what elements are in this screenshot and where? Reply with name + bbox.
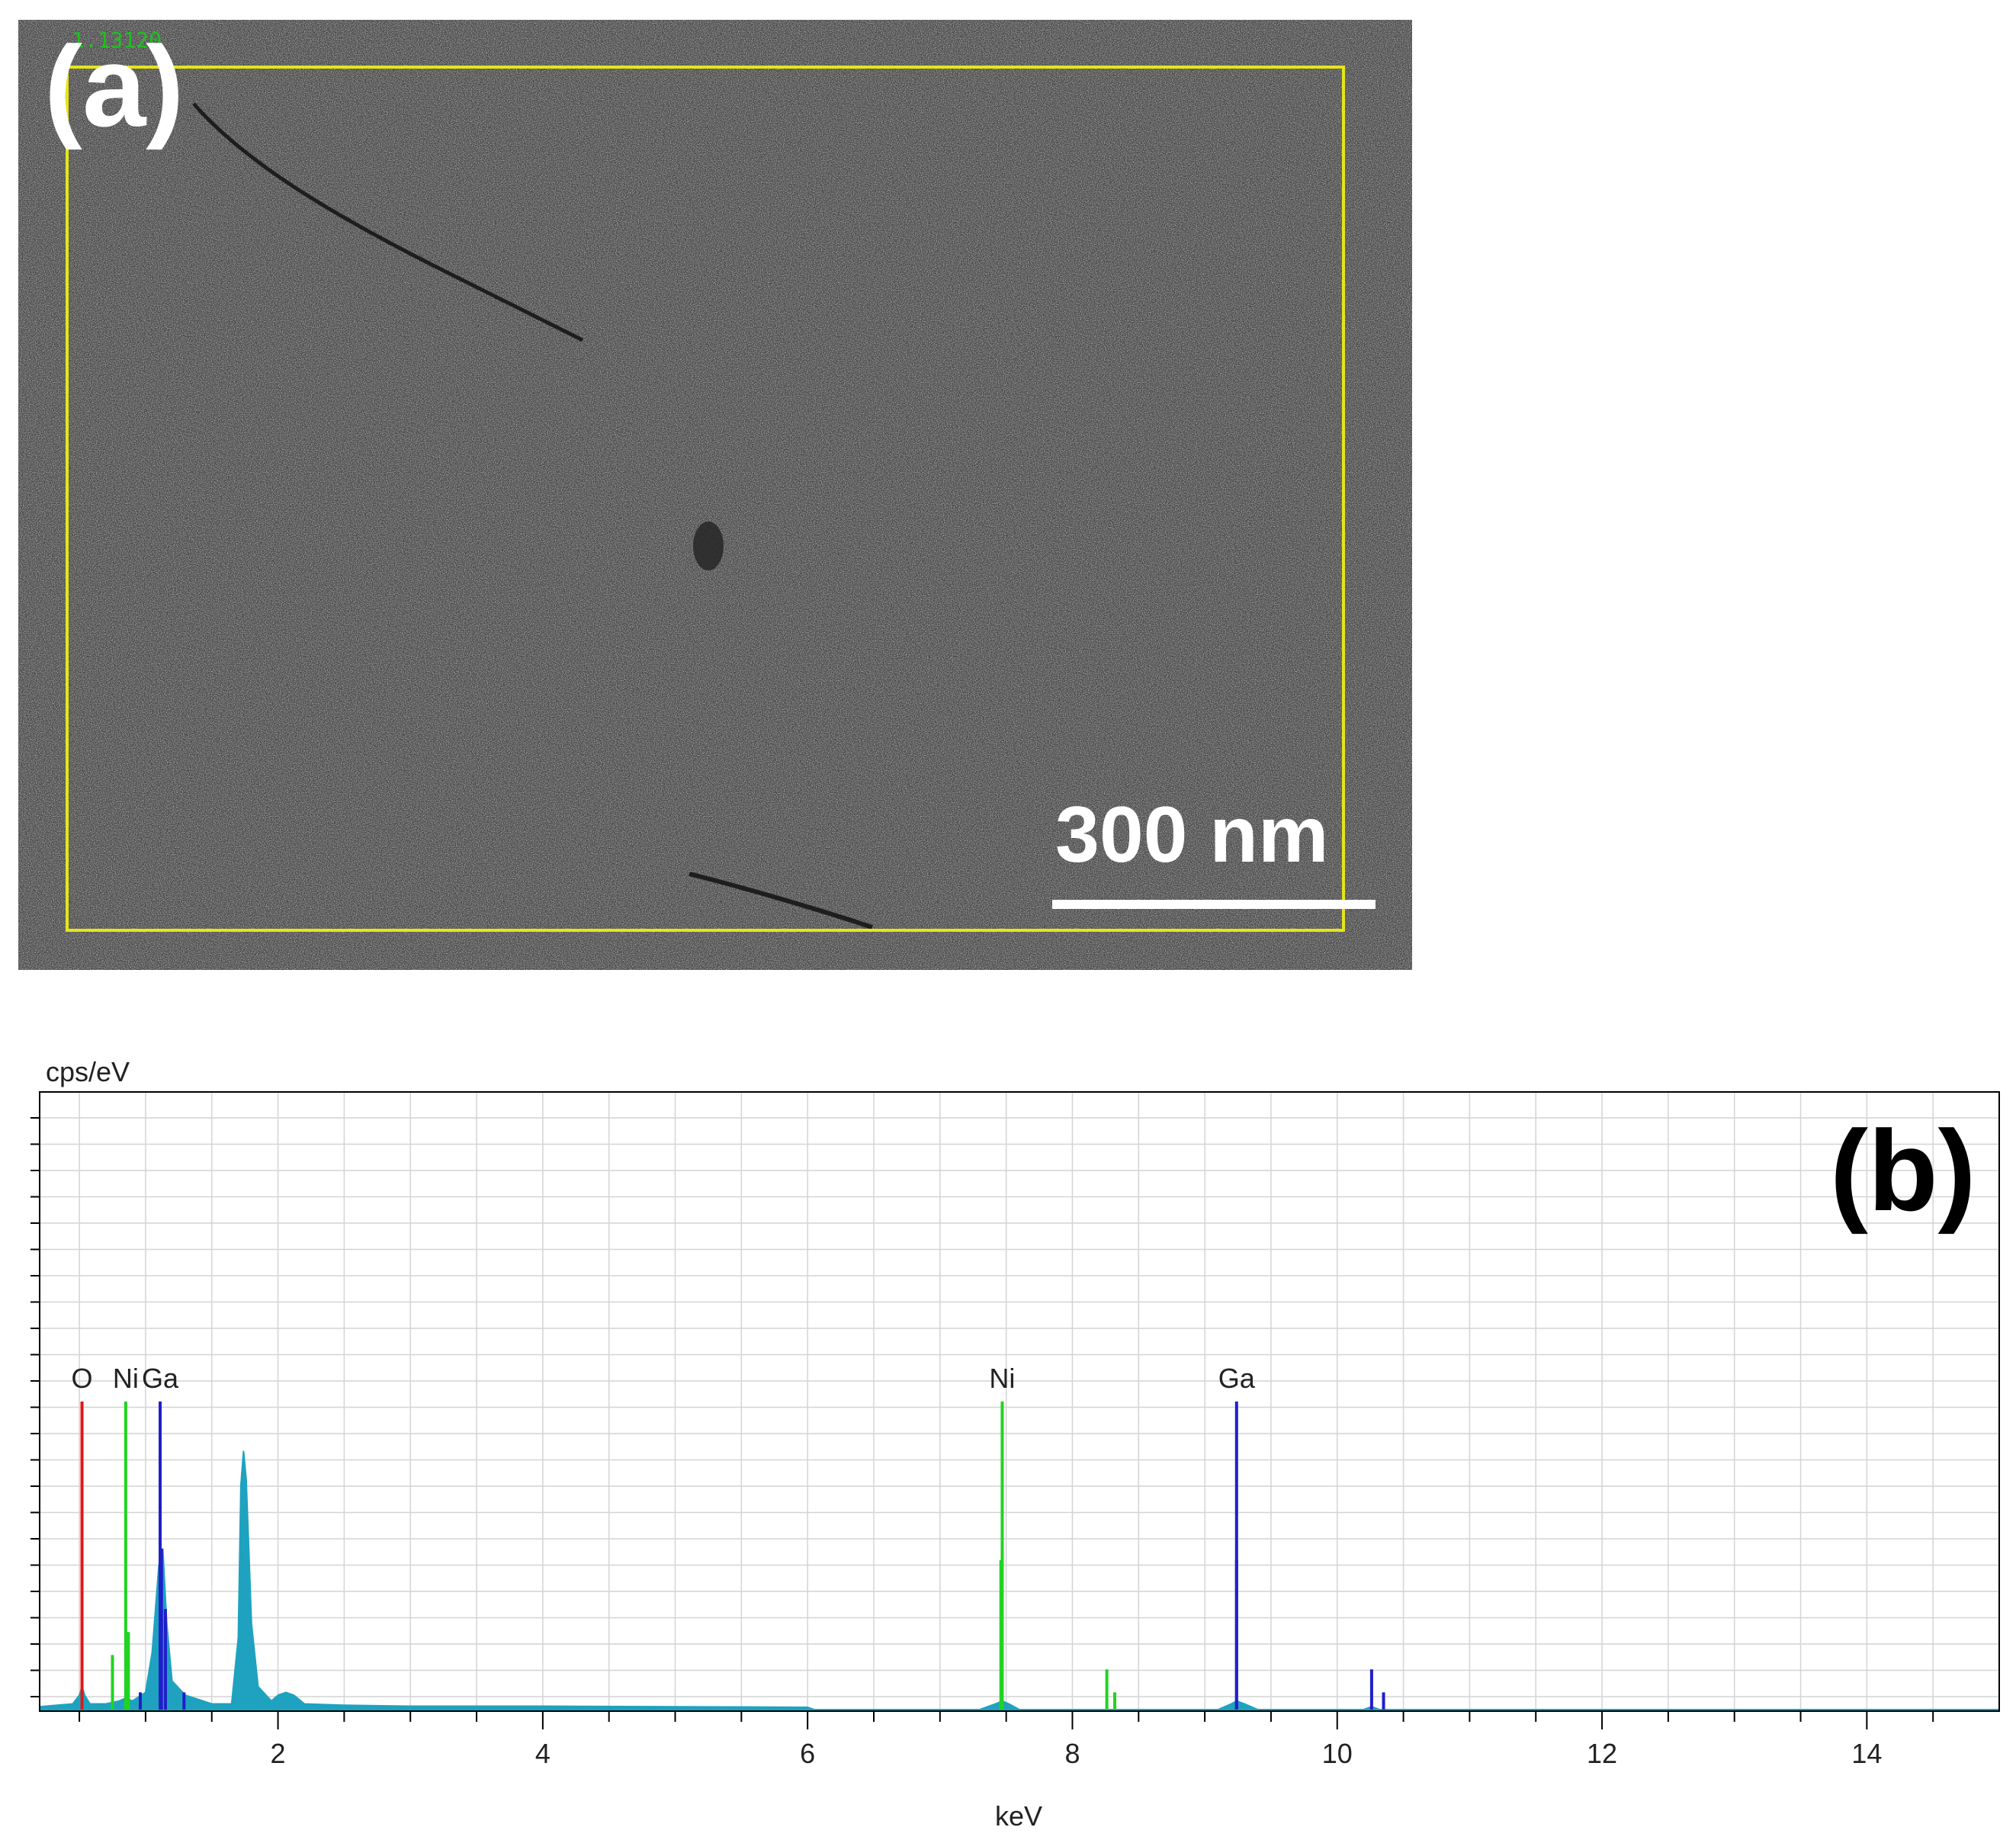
sem-image-panel: 1.13120 (a) 300 nm — [18, 20, 1412, 970]
x-tick-label: 14 — [1851, 1738, 1882, 1769]
spectrum-area — [39, 1450, 1999, 1710]
image-id-text: 1.13120 — [72, 27, 162, 53]
plot-frame — [39, 1091, 2000, 1712]
y-axis-ticks — [30, 1117, 40, 1697]
roi-rectangle — [66, 66, 1345, 932]
panel-label-a: (a) — [44, 22, 185, 150]
eds-spectrum-chart: 2 4 6 8 10 12 14 O Ni Ga Ni Ga cps/eV keV — [30, 1056, 2000, 1832]
scale-bar-label: 300 nm — [1055, 791, 1329, 879]
element-marker-label: Ni — [989, 1363, 1015, 1394]
element-markers: O Ni Ga Ni Ga — [72, 1363, 1256, 1710]
eds-spectrum-panel: 2 4 6 8 10 12 14 O Ni Ga Ni Ga cps/eV keV (b) — [0, 1037, 2016, 1836]
dark-spot — [693, 522, 724, 570]
y-axis-label: cps/eV — [46, 1056, 130, 1087]
element-marker-label: Ga — [142, 1363, 179, 1394]
x-tick-label: 4 — [535, 1738, 551, 1769]
crack-line — [192, 102, 584, 342]
x-tick-label: 6 — [800, 1738, 815, 1769]
x-tick-label: 2 — [271, 1738, 286, 1769]
sem-micrograph — [18, 20, 1412, 970]
element-marker-label: Ni — [113, 1363, 139, 1394]
x-axis-ticks: 2 4 6 8 10 12 14 — [79, 1711, 1934, 1769]
scale-bar — [1052, 900, 1376, 909]
x-tick-label: 12 — [1587, 1738, 1617, 1769]
grid — [40, 1092, 1999, 1711]
minor-lines — [111, 1548, 1385, 1710]
panel-label-b: (b) — [1830, 1106, 1976, 1235]
element-marker-label: Ga — [1218, 1363, 1256, 1394]
x-axis-label: keV — [995, 1800, 1042, 1832]
x-tick-label: 10 — [1322, 1738, 1353, 1769]
element-marker-label: O — [72, 1363, 93, 1394]
crack-line — [689, 872, 873, 930]
x-tick-label: 8 — [1064, 1738, 1080, 1769]
